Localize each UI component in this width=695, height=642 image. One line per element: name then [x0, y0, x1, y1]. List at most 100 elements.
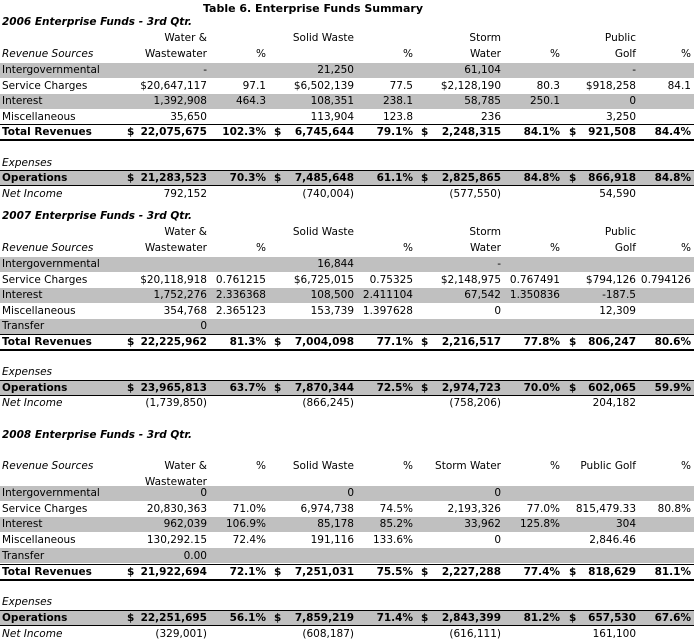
cell: 77.4% [523, 565, 560, 578]
rule [0, 139, 694, 141]
cell: 7,251,031 [294, 565, 354, 578]
row-shade [0, 380, 694, 395]
cell: - [632, 64, 636, 76]
cell: 7,485,648 [294, 172, 354, 184]
cell: (866,245) [302, 397, 354, 409]
cell: 6,974,738 [300, 502, 354, 515]
cell: 0 [494, 534, 501, 547]
cell: 21,250 [317, 64, 354, 76]
cell: 22,251,695 [140, 611, 207, 624]
cell: 21,283,523 [140, 172, 207, 184]
cell: 2.411104 [362, 289, 413, 301]
cell: 12,309 [599, 304, 636, 317]
row-shade [0, 548, 694, 564]
cell: 866,918 [588, 172, 636, 184]
cell: 80.3 [536, 79, 560, 92]
cell: 72.1% [229, 565, 266, 578]
cell: 85,178 [317, 518, 354, 531]
cell: 238.1 [382, 95, 413, 107]
cell: % [550, 242, 560, 254]
cell: (616,111) [449, 627, 501, 640]
row-label: Revenue Sources [2, 242, 94, 254]
cell: Public Golf [580, 460, 636, 472]
cell: Water [469, 48, 501, 60]
cell: (740,004) [302, 187, 354, 200]
cell: 113,904 [310, 110, 354, 123]
cell: 3,250 [605, 110, 636, 123]
cell: 16,844 [317, 258, 354, 270]
row-label: Total Revenues [2, 565, 92, 578]
cell: 20,830,363 [146, 502, 207, 515]
cell: 106.9% [225, 518, 266, 531]
cell: 84.4% [654, 126, 691, 138]
cell: 84.1 [667, 79, 691, 92]
cell: Storm [469, 32, 501, 44]
cell: 0 [200, 487, 207, 499]
cell: 2,216,517 [441, 335, 501, 348]
cell: 2,248,315 [441, 126, 501, 138]
cell: - [497, 258, 501, 270]
expenses-label: Expenses [2, 596, 53, 609]
cell: $918,258 [585, 79, 636, 92]
cell: $ [274, 335, 282, 348]
cell: 2,843,399 [441, 611, 501, 624]
cell: 75.5% [376, 565, 413, 578]
cell: 204,182 [592, 397, 636, 409]
cell: 33,962 [464, 518, 501, 531]
cell: 2,825,865 [441, 172, 501, 184]
cell: 133.6% [372, 534, 413, 547]
row-label: Interest [2, 95, 43, 107]
cell: Storm Water [435, 460, 501, 472]
row-label: Intergovernmental [2, 258, 100, 270]
cell: 72.4% [232, 534, 266, 547]
cell: Water & [164, 460, 207, 472]
row-label: Miscellaneous [2, 534, 76, 547]
cell: (329,001) [155, 627, 207, 640]
cell: % [403, 460, 413, 472]
cell: Golf [614, 48, 636, 60]
cell: 80.6% [654, 335, 691, 348]
row-label: Interest [2, 289, 43, 301]
cell: 2.336368 [215, 289, 266, 301]
cell: $ [421, 126, 429, 138]
cell: (758,206) [449, 397, 501, 409]
row-label: Operations [2, 611, 68, 624]
cell: 1,392,908 [153, 95, 207, 107]
row-shade [0, 256, 694, 272]
cell: % [550, 460, 560, 472]
cell: 792,152 [163, 187, 207, 200]
cell: $ [421, 565, 429, 578]
cell: % [256, 460, 266, 472]
row-label: Total Revenues [2, 335, 92, 348]
cell: 2,974,723 [441, 381, 501, 394]
cell: Water [469, 242, 501, 254]
cell: 59.9% [654, 381, 691, 394]
cell: 72.5% [376, 381, 413, 394]
cell: 67.6% [654, 611, 691, 624]
row-label: Operations [2, 381, 68, 394]
cell: 236 [480, 110, 501, 123]
cell: 2,846.46 [589, 534, 636, 547]
row-shade [0, 485, 694, 501]
cell: 21,922,694 [140, 565, 207, 578]
cell: % [681, 460, 691, 472]
row-label: Revenue Sources [2, 460, 94, 472]
cell: - [203, 64, 207, 76]
cell: $ [274, 565, 282, 578]
cell: $ [421, 381, 429, 394]
cell: Wastewater [144, 242, 207, 254]
rule [0, 379, 694, 381]
cell: % [403, 242, 413, 254]
cell: % [681, 48, 691, 60]
cell: 921,508 [588, 126, 636, 138]
row-shade [0, 516, 694, 532]
cell: 84.8% [654, 172, 691, 184]
cell: 58,785 [464, 95, 501, 107]
row-label: Intergovernmental [2, 487, 100, 499]
row-label: Total Revenues [2, 126, 92, 138]
cell: Solid Waste [292, 460, 354, 472]
cell: $ [127, 335, 135, 348]
cell: 0 [494, 487, 501, 499]
row-label: Miscellaneous [2, 110, 76, 123]
cell: $ [421, 172, 429, 184]
